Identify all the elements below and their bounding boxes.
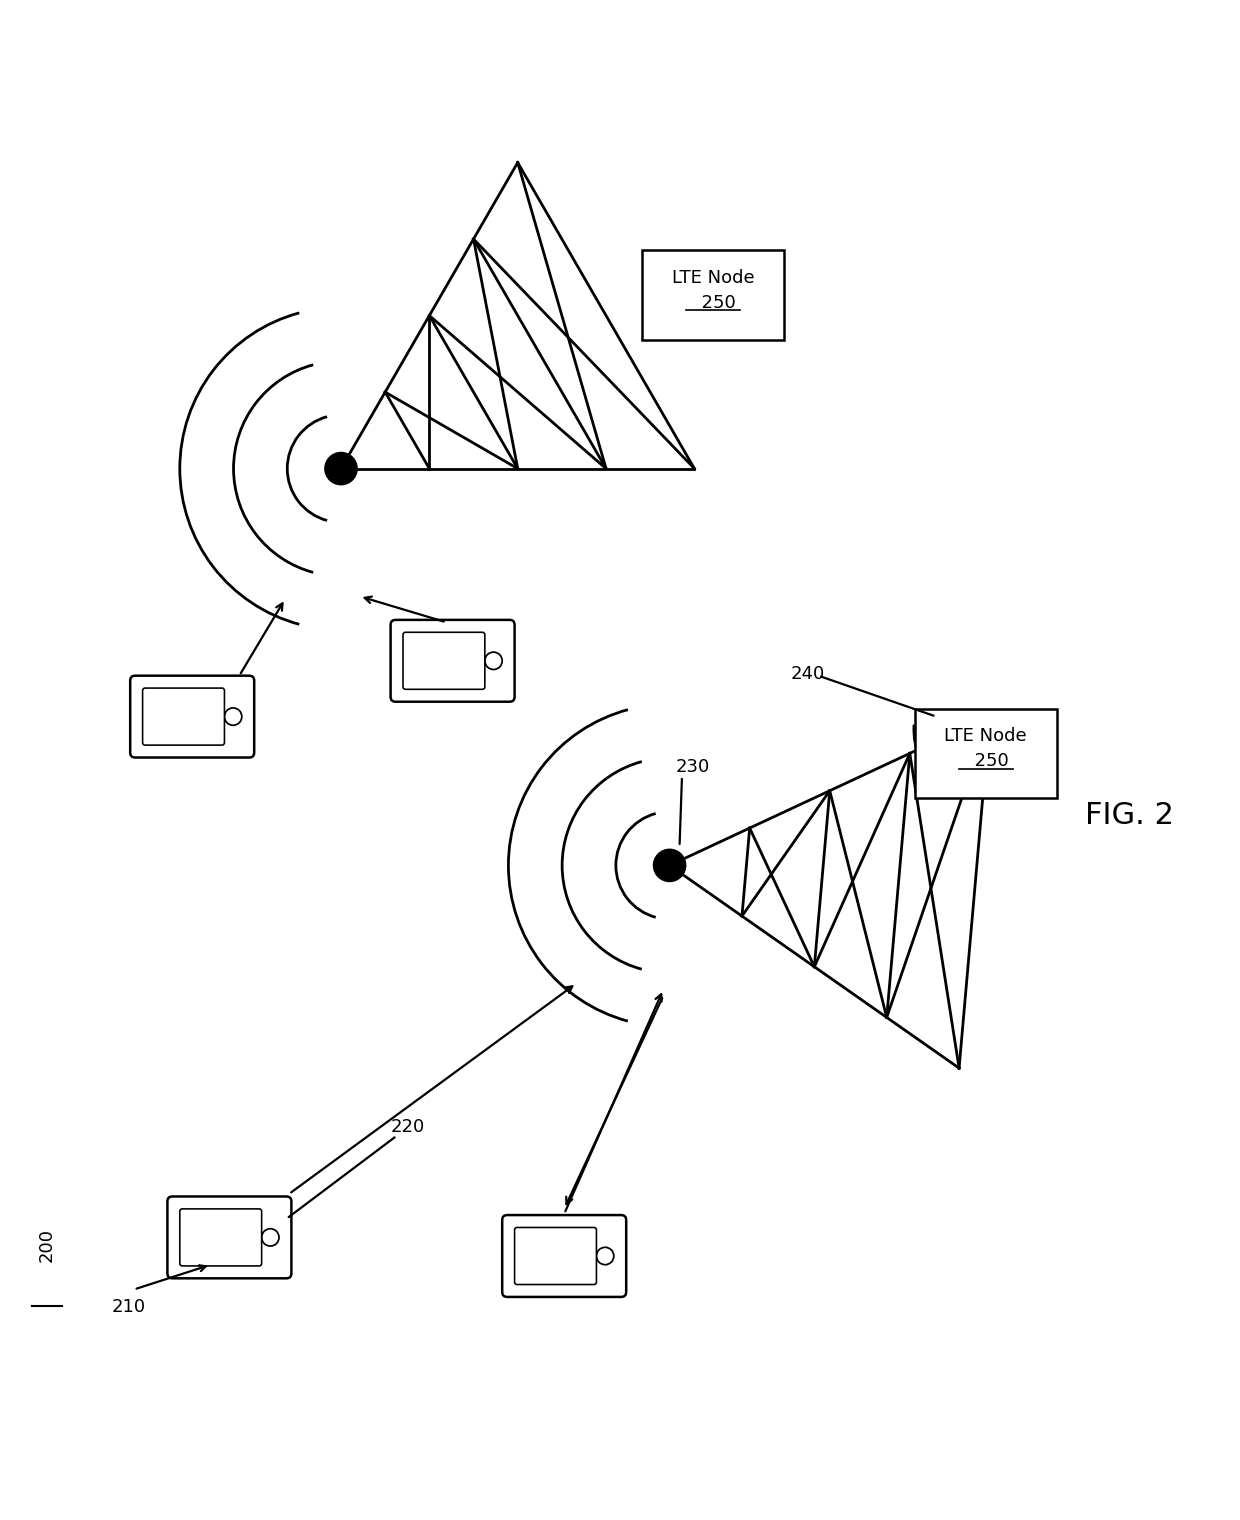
FancyBboxPatch shape <box>143 689 224 745</box>
FancyArrowPatch shape <box>644 322 651 337</box>
Text: 240: 240 <box>791 666 826 684</box>
Bar <box>642 251 784 339</box>
Bar <box>915 710 1056 798</box>
Circle shape <box>653 850 686 882</box>
FancyArrowPatch shape <box>914 725 940 783</box>
Text: 230: 230 <box>676 758 711 777</box>
FancyBboxPatch shape <box>167 1196 291 1278</box>
FancyBboxPatch shape <box>515 1228 596 1284</box>
FancyBboxPatch shape <box>391 620 515 702</box>
FancyBboxPatch shape <box>502 1214 626 1297</box>
FancyBboxPatch shape <box>130 676 254 757</box>
FancyBboxPatch shape <box>180 1208 262 1266</box>
Text: 220: 220 <box>391 1119 425 1135</box>
Text: LTE Node
  250: LTE Node 250 <box>945 728 1027 771</box>
Text: 200: 200 <box>38 1228 56 1262</box>
Text: 210: 210 <box>112 1298 146 1316</box>
FancyBboxPatch shape <box>403 632 485 690</box>
Text: LTE Node
  250: LTE Node 250 <box>672 269 754 312</box>
Circle shape <box>325 453 357 485</box>
Text: FIG. 2: FIG. 2 <box>1085 801 1174 830</box>
